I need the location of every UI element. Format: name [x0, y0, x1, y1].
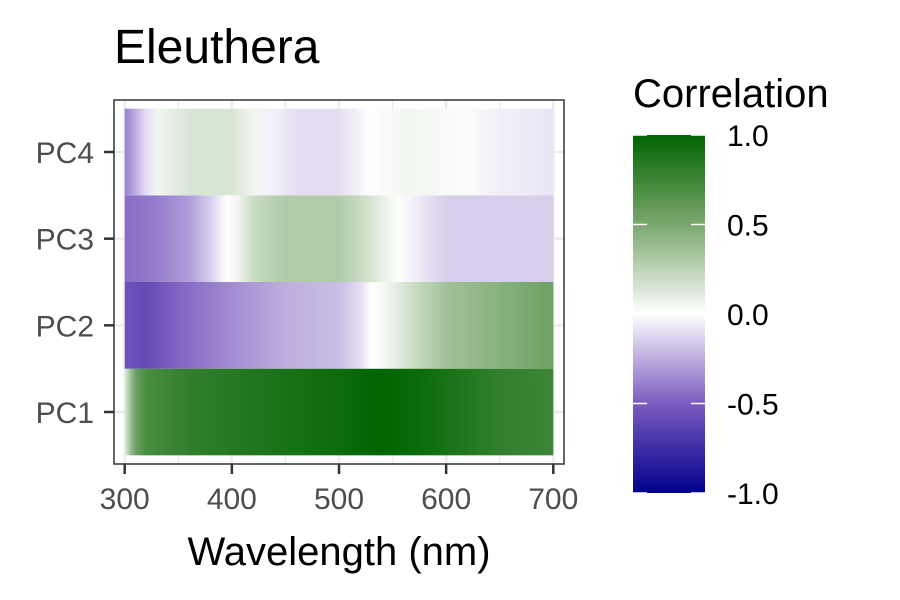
legend: Correlation 1.0 0.5 0.0 -0.5 -1.0 — [633, 72, 829, 511]
x-axis-title: Wavelength (nm) — [187, 530, 490, 574]
heatmap-row-pc1 — [124, 368, 554, 456]
heatmap-row-pc3 — [124, 195, 554, 282]
chart-title: Eleuthera — [114, 21, 320, 74]
heatmap-row-pc4 — [124, 108, 554, 196]
legend-tick-label: 0.5 — [727, 210, 769, 243]
x-axis: 300 400 500 600 700 — [100, 464, 578, 516]
y-tick-label: PC3 — [36, 224, 94, 257]
legend-tick-label: 1.0 — [727, 120, 769, 153]
legend-ticks: 1.0 0.5 0.0 -0.5 -1.0 — [633, 120, 779, 511]
legend-title: Correlation — [633, 72, 829, 116]
y-axis: PC1 PC2 PC3 PC4 — [36, 137, 114, 430]
legend-tick-label: -0.5 — [727, 389, 779, 422]
x-tick-label: 400 — [207, 483, 257, 516]
plot-panel — [113, 99, 565, 465]
x-tick-label: 700 — [528, 483, 578, 516]
y-tick-label: PC1 — [36, 397, 94, 430]
heatmap-row-pc2 — [124, 282, 554, 369]
legend-tick-label: 0.0 — [727, 299, 769, 332]
heatmap-rows — [124, 108, 554, 456]
y-tick-label: PC2 — [36, 310, 94, 343]
x-tick-label: 300 — [100, 483, 150, 516]
x-tick-label: 500 — [314, 483, 364, 516]
y-tick-label: PC4 — [36, 137, 94, 170]
legend-tick-label: -1.0 — [727, 478, 779, 511]
x-tick-label: 600 — [421, 483, 471, 516]
